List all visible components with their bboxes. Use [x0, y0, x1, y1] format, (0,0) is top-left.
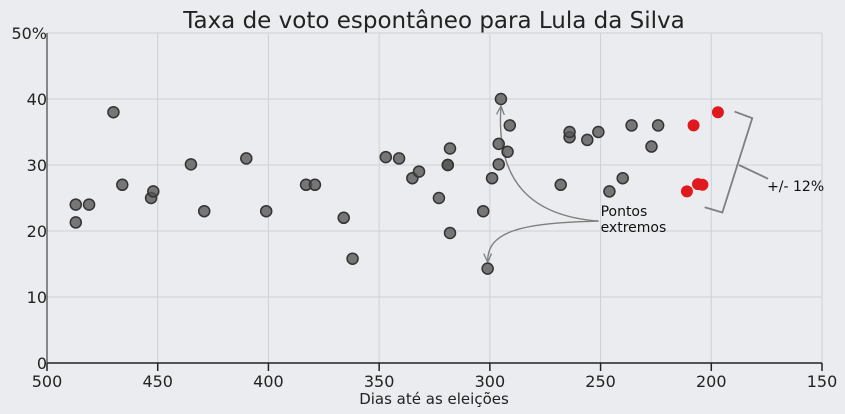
data-point: [184, 158, 198, 171]
y-tick-label: 10: [27, 288, 47, 307]
data-point: [592, 125, 605, 139]
data-point: [501, 145, 514, 159]
x-tick-label: 450: [142, 372, 173, 391]
data-point: [476, 204, 490, 218]
y-tick-label: 40: [27, 90, 47, 109]
data-point: [616, 171, 629, 185]
data-point: [240, 152, 253, 165]
data-point: [432, 191, 446, 205]
data-point: [494, 92, 508, 106]
gridlines: [46, 32, 823, 364]
annotation-bracket: [704, 110, 754, 214]
data-point: [69, 216, 83, 229]
x-tick-label: 400: [253, 372, 284, 391]
data-point: [392, 152, 406, 165]
data-point: [441, 158, 455, 172]
data-point: [443, 142, 457, 155]
data-point: [492, 137, 505, 151]
data-point: [563, 125, 576, 139]
data-point: [625, 119, 638, 132]
x-tick-label: 200: [696, 372, 727, 391]
x-tick-label: 500: [32, 372, 63, 391]
data-point: [443, 226, 457, 240]
data-point: [554, 178, 567, 192]
y-tick-label: 0: [37, 354, 47, 373]
annotation-arrow-up: [500, 107, 599, 222]
x-tick-label: 150: [807, 372, 838, 391]
x-tick-label: 350: [364, 372, 395, 391]
annotation-bracket-pointer: [738, 164, 769, 180]
y-tick-label: 30: [27, 156, 47, 175]
x-tick-label: 250: [585, 372, 616, 391]
data-points: [69, 92, 724, 275]
annotation-arrow-down: [488, 220, 599, 261]
data-point: [147, 185, 160, 198]
y-tick-label: 20: [27, 222, 47, 241]
data-point: [581, 133, 594, 147]
y-tick-label: 50%: [11, 24, 47, 43]
data-point: [481, 262, 494, 275]
data-point: [492, 158, 505, 171]
data-point: [379, 150, 393, 164]
data-point: [107, 105, 120, 119]
axes: 500 450 400 350 300 250 200 150 0 10 20 30 40 50%: [11, 24, 837, 391]
x-tick-label: 300: [475, 372, 506, 391]
data-point: [197, 204, 211, 218]
highlight-point: [680, 185, 693, 198]
data-point: [503, 119, 517, 132]
annotation-label-extremes: Pontos extremos: [601, 204, 667, 236]
highlight-point: [696, 178, 709, 191]
chart-title: Taxa de voto espontâneo para Lula da Sil…: [182, 8, 685, 34]
data-point: [346, 252, 359, 265]
annotations: Pontos extremos +/- 12%: [488, 107, 824, 261]
data-point: [259, 204, 273, 218]
highlight-point: [711, 106, 724, 119]
annotation-label-line: Pontos: [601, 204, 648, 220]
data-point: [82, 198, 96, 211]
data-point: [603, 185, 616, 198]
data-point: [412, 165, 426, 178]
data-point: [651, 119, 665, 132]
data-point: [337, 211, 350, 225]
annotation-label-line: extremos: [601, 220, 667, 236]
data-point: [69, 198, 83, 211]
data-point: [308, 178, 322, 192]
data-point: [485, 171, 499, 185]
annotation-label-range: +/- 12%: [767, 179, 824, 195]
x-axis-label: Dias até as eleições: [359, 390, 509, 408]
data-point: [645, 140, 658, 153]
data-point: [116, 178, 129, 192]
highlight-point: [687, 119, 700, 132]
